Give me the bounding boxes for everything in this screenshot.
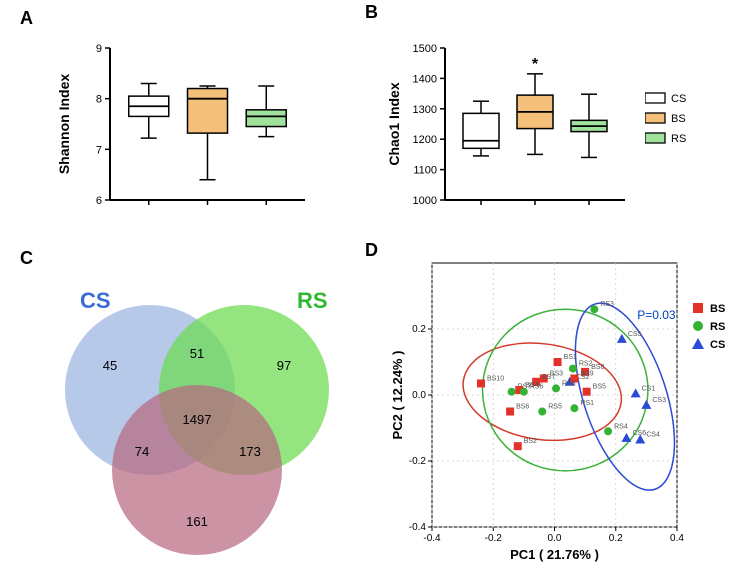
svg-text:CS: CS: [671, 93, 686, 105]
svg-text:RS: RS: [710, 321, 725, 333]
svg-text:BS: BS: [182, 558, 213, 560]
panel-d-legend: BS RS CS: [690, 300, 745, 360]
svg-text:9: 9: [96, 43, 102, 55]
svg-text:RS1: RS1: [580, 400, 594, 407]
svg-text:7: 7: [96, 144, 102, 156]
svg-text:0.4: 0.4: [670, 533, 684, 544]
svg-text:CS5: CS5: [628, 331, 642, 338]
svg-text:CS: CS: [80, 288, 111, 313]
panel-c-venn: CS RS BS 45 97 161 51 74 173 1497: [22, 260, 352, 560]
svg-text:CS4: CS4: [646, 432, 660, 439]
panel-label-d: D: [365, 240, 378, 261]
svg-text:CS: CS: [710, 339, 725, 351]
svg-text:0.2: 0.2: [412, 324, 426, 335]
panel-b-chart: 1000 1100 1200 1300 1400 1500 Chao1 Index *: [385, 38, 635, 218]
svg-text:RS: RS: [671, 133, 686, 145]
svg-text:RS5: RS5: [548, 404, 562, 411]
panel-label-a: A: [20, 8, 33, 29]
svg-text:-0.4: -0.4: [423, 533, 441, 544]
svg-text:74: 74: [135, 444, 149, 459]
svg-text:Shannon Index: Shannon Index: [56, 74, 72, 175]
svg-text:1400: 1400: [413, 73, 437, 85]
svg-text:P=0.03: P=0.03: [637, 308, 676, 322]
svg-text:BS10: BS10: [487, 375, 504, 382]
svg-text:PC1 ( 21.76% ): PC1 ( 21.76% ): [510, 547, 599, 562]
svg-text:8: 8: [96, 94, 102, 106]
svg-text:BS5: BS5: [593, 384, 606, 391]
svg-text:0.0: 0.0: [548, 533, 562, 544]
panel-a-chart: 6 7 8 9 Shannon Index: [55, 38, 315, 218]
svg-text:RS3: RS3: [600, 301, 614, 308]
svg-text:RS: RS: [297, 288, 328, 313]
svg-text:1100: 1100: [413, 165, 437, 177]
svg-text:0.2: 0.2: [609, 533, 623, 544]
svg-text:-0.4: -0.4: [409, 522, 427, 533]
svg-text:0.0: 0.0: [412, 390, 426, 401]
svg-text:Chao1 Index: Chao1 Index: [386, 82, 402, 165]
svg-text:*: *: [532, 56, 539, 73]
svg-text:RS8: RS8: [562, 380, 576, 387]
svg-text:CS3: CS3: [652, 397, 666, 404]
panel-b-legend: CS BS RS: [645, 85, 735, 155]
svg-text:-0.2: -0.2: [485, 533, 503, 544]
svg-text:161: 161: [186, 514, 208, 529]
svg-text:1300: 1300: [413, 104, 437, 116]
svg-text:6: 6: [96, 195, 102, 207]
svg-text:97: 97: [277, 358, 291, 373]
panel-label-b: B: [365, 2, 378, 23]
svg-text:BS9: BS9: [580, 371, 593, 378]
svg-text:PC2 ( 12.24% ): PC2 ( 12.24% ): [390, 351, 405, 440]
svg-text:1200: 1200: [413, 134, 437, 146]
svg-text:BS1: BS1: [564, 354, 577, 361]
svg-text:51: 51: [190, 346, 204, 361]
svg-text:1497: 1497: [183, 412, 212, 427]
svg-text:BS: BS: [710, 303, 725, 315]
svg-text:1000: 1000: [413, 195, 437, 207]
svg-text:1500: 1500: [413, 43, 437, 55]
svg-text:173: 173: [239, 444, 261, 459]
panel-d-chart: -0.4 -0.2 0.0 0.2 0.4 -0.4 -0.2 0.0 0.2 RS3 CS5 BS1…: [390, 255, 685, 565]
svg-text:45: 45: [103, 358, 117, 373]
svg-text:CS6: CS6: [632, 430, 646, 437]
svg-text:CS1: CS1: [642, 385, 656, 392]
svg-text:BS6: BS6: [516, 404, 529, 411]
svg-text:RS6: RS6: [530, 384, 544, 391]
svg-text:BS: BS: [671, 113, 686, 125]
svg-text:RS4: RS4: [614, 423, 628, 430]
svg-text:BS2: BS2: [524, 438, 537, 445]
svg-text:-0.2: -0.2: [409, 456, 427, 467]
svg-text:BS7: BS7: [542, 374, 555, 381]
